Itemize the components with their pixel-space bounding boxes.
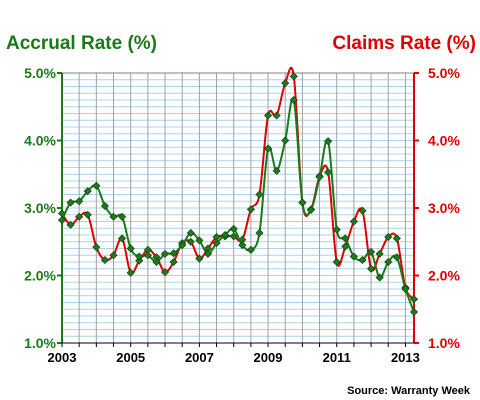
y-right-tick-label: 4.0% xyxy=(428,133,460,149)
claims-data-point xyxy=(272,111,281,120)
accrual-data-point xyxy=(186,228,195,237)
accrual-data-point xyxy=(367,247,376,256)
series-layer xyxy=(57,67,419,316)
accrual-data-point xyxy=(57,216,67,225)
accrual-data-point xyxy=(306,206,316,215)
accrual-data-point xyxy=(298,198,307,207)
accrual-data-point xyxy=(246,245,255,254)
accrual-data-point xyxy=(75,197,84,206)
accrual-data-point xyxy=(118,212,127,221)
y-left-tick-label: 5.0% xyxy=(24,65,56,81)
accrual-data-point xyxy=(375,273,384,282)
y-left-tick-label: 4.0% xyxy=(24,133,56,149)
accrual-data-point xyxy=(401,284,410,294)
claims-data-point xyxy=(409,295,419,304)
claims-data-point xyxy=(289,72,298,81)
claims-data-point xyxy=(384,233,393,242)
accrual-data-point xyxy=(349,252,358,261)
claims-data-point xyxy=(186,237,195,246)
accrual-data-point xyxy=(255,228,264,237)
y-left-tick-label: 3.0% xyxy=(24,200,56,216)
accrual-data-point xyxy=(195,236,204,245)
accrual-data-point xyxy=(281,136,290,145)
claims-data-point xyxy=(392,234,401,243)
accrual-data-point xyxy=(264,144,273,153)
right-axis-title: Claims Rate (%) xyxy=(332,33,476,54)
accrual-data-point xyxy=(83,187,92,196)
accrual-data-point xyxy=(221,230,230,240)
accrual-data-point xyxy=(152,257,161,267)
y-right-tick-label: 2.0% xyxy=(428,268,460,284)
accrual-data-point xyxy=(126,244,135,253)
accrual-data-point xyxy=(109,212,118,221)
grid xyxy=(62,73,414,343)
source-note: Source: Warranty Week xyxy=(347,385,471,397)
claims-data-point xyxy=(332,257,341,267)
x-tick-label: 2011 xyxy=(323,350,351,365)
accrual-data-point xyxy=(100,201,109,210)
accrual-data-point xyxy=(332,225,341,234)
x-tick-label: 2005 xyxy=(116,350,145,365)
accrual-data-point xyxy=(160,249,170,258)
y-left-tick-label: 2.0% xyxy=(24,268,56,284)
left-axis-title: Accrual Rate (%) xyxy=(6,33,157,54)
accrual-data-point xyxy=(392,253,401,262)
claims-data-point xyxy=(246,205,255,214)
claims-data-point xyxy=(118,234,127,243)
claims-data-point xyxy=(281,79,290,88)
x-tick-label: 2007 xyxy=(185,350,214,365)
accrual-data-point xyxy=(135,252,144,261)
accrual-data-point xyxy=(289,95,298,105)
accrual-data-point xyxy=(92,181,101,190)
claims-data-point xyxy=(126,268,135,277)
claims-data-point xyxy=(264,111,273,120)
claims-data-point xyxy=(349,217,358,226)
claims-data-point xyxy=(83,210,92,219)
claims-data-point xyxy=(160,268,170,277)
accrual-data-point xyxy=(229,224,238,233)
x-tick-label: 2009 xyxy=(254,350,283,365)
accrual-data-point xyxy=(143,251,152,260)
claims-data-point xyxy=(109,251,118,260)
claims-data-point xyxy=(135,256,144,265)
claims-data-point xyxy=(66,220,75,229)
accrual-data-point xyxy=(341,234,350,243)
accrual-data-point xyxy=(409,307,419,316)
y-left-tick-label: 1.0% xyxy=(24,335,56,351)
accrual-data-point xyxy=(324,137,333,146)
accrual-series xyxy=(57,95,419,316)
claims-data-point xyxy=(229,232,238,241)
accrual-data-point xyxy=(238,241,247,250)
claims-data-point xyxy=(358,206,367,215)
accrual-data-point xyxy=(315,172,324,181)
claims-data-point xyxy=(367,264,376,273)
accrual-data-point xyxy=(384,257,393,267)
claims-data-point xyxy=(169,257,178,267)
x-tick-label: 2013 xyxy=(391,350,420,365)
accrual-data-point xyxy=(212,239,221,248)
claims-data-point xyxy=(195,254,204,263)
claims-series xyxy=(57,67,419,304)
claims-data-point xyxy=(255,190,264,199)
y-right-tick-label: 5.0% xyxy=(428,65,460,81)
accrual-data-point xyxy=(66,198,75,207)
accrual-data-point xyxy=(203,249,212,258)
accrual-data-point xyxy=(358,255,367,264)
claims-data-point xyxy=(92,243,101,252)
claims-data-point xyxy=(75,212,84,221)
claims-data-point xyxy=(100,255,109,264)
claims-data-point xyxy=(375,249,384,258)
axis-ticks xyxy=(57,72,419,347)
accrual-data-point xyxy=(169,249,178,258)
x-tick-label: 2003 xyxy=(48,350,77,365)
y-right-tick-label: 1.0% xyxy=(428,335,460,351)
accrual-data-point xyxy=(178,241,187,250)
y-right-tick-label: 3.0% xyxy=(428,200,460,216)
accrual-data-point xyxy=(272,166,281,175)
